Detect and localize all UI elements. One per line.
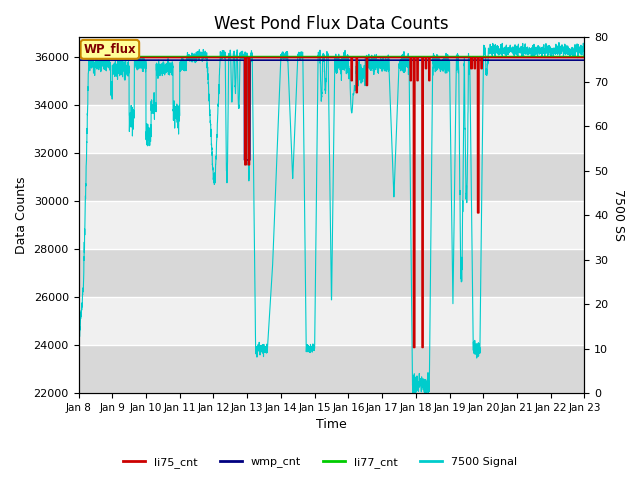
- Y-axis label: Data Counts: Data Counts: [15, 177, 28, 254]
- Legend: li75_cnt, wmp_cnt, li77_cnt, 7500 Signal: li75_cnt, wmp_cnt, li77_cnt, 7500 Signal: [118, 452, 522, 472]
- Title: West Pond Flux Data Counts: West Pond Flux Data Counts: [214, 15, 449, 33]
- Text: WP_flux: WP_flux: [84, 43, 136, 56]
- Bar: [79, 249, 584, 297]
- Bar: [79, 153, 584, 201]
- Y-axis label: 7500 SS: 7500 SS: [612, 189, 625, 241]
- Bar: [79, 345, 584, 393]
- X-axis label: Time: Time: [316, 419, 347, 432]
- Bar: [79, 57, 584, 105]
